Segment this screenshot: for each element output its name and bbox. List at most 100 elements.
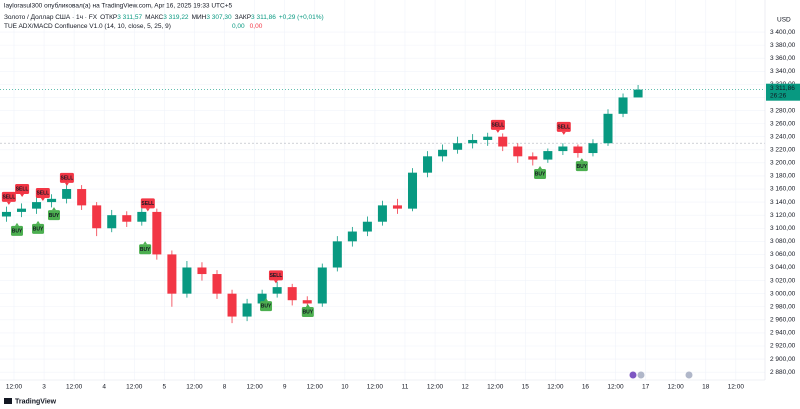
currency: USD bbox=[777, 17, 791, 24]
x-tick-label: 12:00 bbox=[6, 384, 23, 391]
x-tick-label: 18 bbox=[702, 384, 710, 391]
candle-body bbox=[32, 202, 42, 209]
event-icon bbox=[685, 371, 693, 379]
signal-label bbox=[139, 244, 152, 255]
y-tick-label: 2 960,00 bbox=[770, 317, 796, 324]
event-icons bbox=[629, 371, 693, 379]
candle-body bbox=[62, 189, 72, 199]
indicator-line: TUE ADX/MACD Confluence V1.0 (14, 10, cl… bbox=[4, 23, 263, 30]
y-tick-label: 3 160,00 bbox=[770, 186, 796, 193]
footer: TradingView bbox=[4, 398, 57, 405]
signal-pointer bbox=[561, 131, 566, 135]
signal-text: BUY bbox=[12, 229, 23, 235]
y-tick-label: 3 220,00 bbox=[770, 146, 796, 153]
ohlc-value: 3 311,57 bbox=[117, 14, 142, 21]
y-tick-label: 3 200,00 bbox=[770, 160, 796, 167]
signal-label bbox=[575, 161, 588, 172]
x-tick-label: 12:00 bbox=[607, 384, 624, 391]
candle-body bbox=[182, 267, 192, 294]
signal-text: SELL bbox=[61, 176, 74, 182]
signal-pointer bbox=[14, 222, 19, 226]
signal-label bbox=[490, 119, 505, 130]
signal-text: SELL bbox=[557, 125, 570, 131]
y-tick-label: 3 040,00 bbox=[770, 264, 796, 271]
signal-label bbox=[47, 210, 60, 221]
candle-body bbox=[407, 172, 418, 209]
brand-logo bbox=[4, 398, 12, 404]
signal-text: BUY bbox=[140, 247, 151, 253]
signal-text: SELL bbox=[16, 187, 29, 193]
x-tick-label: 5 bbox=[163, 384, 167, 391]
signal-pointer bbox=[64, 182, 69, 186]
candle-body bbox=[1, 211, 11, 217]
signal-text: BUY bbox=[577, 164, 588, 170]
candle-body bbox=[47, 198, 57, 203]
signal-pointer bbox=[20, 194, 25, 198]
x-tick-label: 16 bbox=[582, 384, 590, 391]
signal-text: SELL bbox=[270, 273, 283, 279]
candle-body bbox=[92, 205, 102, 229]
candle-body bbox=[287, 287, 297, 301]
y-tick-label: 3 120,00 bbox=[770, 212, 796, 219]
x-tick-label: 9 bbox=[283, 384, 287, 391]
candle-body bbox=[302, 300, 312, 304]
x-tick-label: 8 bbox=[223, 384, 227, 391]
x-tick-label: 12:00 bbox=[307, 384, 324, 391]
signal-text: SELL bbox=[492, 123, 505, 129]
candle-body bbox=[438, 149, 448, 157]
ohlc-value: 3 319,22 bbox=[163, 14, 189, 21]
event-icon bbox=[637, 371, 645, 379]
signal-pointer bbox=[538, 165, 543, 169]
candle-body bbox=[197, 267, 207, 275]
candle-body bbox=[332, 241, 342, 268]
y-tick-label: 3 260,00 bbox=[770, 120, 796, 127]
signal-pointer bbox=[51, 207, 56, 211]
candle-body bbox=[362, 221, 372, 232]
y-tick-label: 3 280,00 bbox=[770, 107, 796, 114]
signal-text: BUY bbox=[535, 172, 546, 178]
y-tick-label: 2 900,00 bbox=[770, 356, 796, 363]
signal-text: BUY bbox=[49, 213, 60, 219]
signal-pointer bbox=[145, 208, 150, 212]
y-tick-label: 3 360,00 bbox=[770, 55, 796, 62]
signal-text: SELL bbox=[141, 201, 154, 207]
plot bbox=[1, 85, 643, 324]
signal-text: BUY bbox=[303, 310, 314, 316]
y-tick-label: 3 340,00 bbox=[770, 68, 796, 75]
signal-label bbox=[59, 172, 74, 183]
candle-body bbox=[242, 303, 252, 317]
candle-body bbox=[468, 139, 478, 144]
signal-label bbox=[10, 225, 23, 236]
signal-label bbox=[556, 121, 571, 132]
price-axis-bg bbox=[765, 0, 800, 409]
candle-body bbox=[377, 205, 387, 222]
x-tick-label: 12:00 bbox=[728, 384, 745, 391]
signal-text: SELL bbox=[36, 191, 49, 197]
y-tick-label: 2 980,00 bbox=[770, 303, 796, 310]
x-tick-label: 11 bbox=[402, 384, 409, 391]
x-tick-label: 12:00 bbox=[487, 384, 504, 391]
signal-pointer bbox=[40, 197, 45, 201]
x-tick-label: 12:00 bbox=[246, 384, 263, 391]
x-tick-label: 12:00 bbox=[427, 384, 444, 391]
y-tick-label: 3 060,00 bbox=[770, 251, 796, 258]
candle-body bbox=[498, 136, 508, 147]
y-tick-label: 3 140,00 bbox=[770, 199, 796, 206]
candle-body bbox=[618, 97, 628, 114]
candle-body bbox=[483, 136, 493, 140]
signal-pointer bbox=[6, 201, 11, 205]
y-tick-label: 3 080,00 bbox=[770, 238, 796, 245]
signal-label bbox=[301, 306, 314, 317]
candle-body bbox=[528, 156, 538, 160]
ohlc-value: 3 311,86 bbox=[251, 14, 276, 21]
candle-body bbox=[453, 143, 463, 150]
x-tick-label: 15 bbox=[522, 384, 530, 391]
axes: 2 880,00 2 900,00 2 920,00 2 940,00 2 960,00… bbox=[0, 29, 800, 391]
ohlc-label: МАКС bbox=[145, 14, 163, 21]
time-axis-bg bbox=[0, 380, 765, 409]
candle-body bbox=[588, 143, 598, 154]
candle-body bbox=[167, 254, 177, 294]
x-tick-label: 4 bbox=[102, 384, 106, 391]
candle-body bbox=[633, 89, 643, 98]
